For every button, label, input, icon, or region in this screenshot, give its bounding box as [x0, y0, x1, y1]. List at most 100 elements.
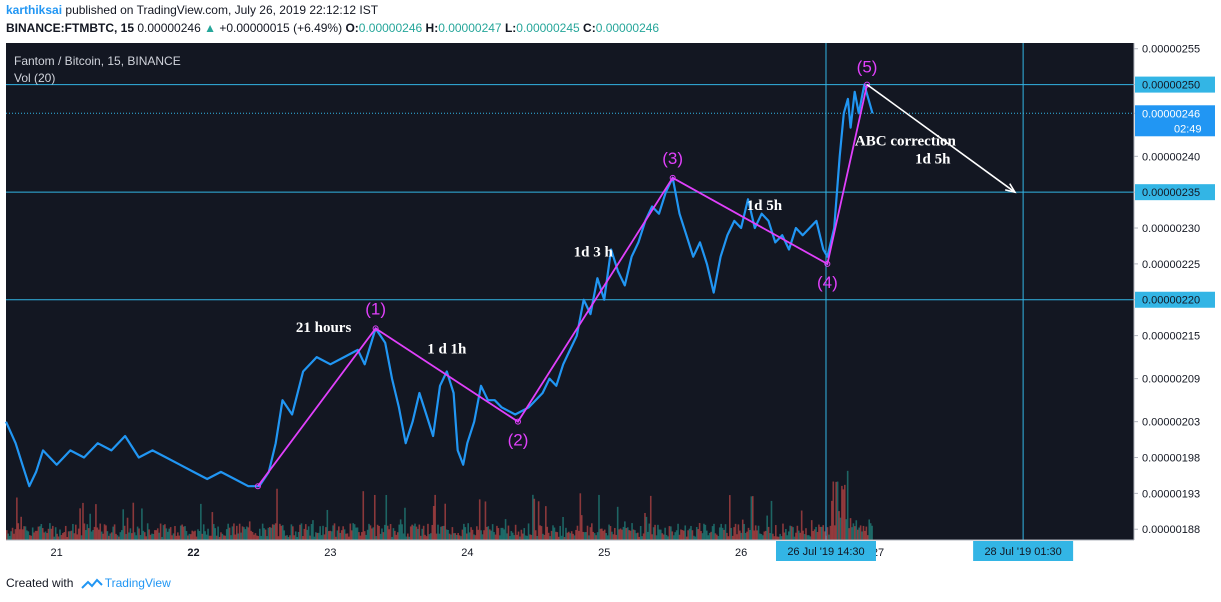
volume-bar [483, 530, 485, 540]
volume-bar [251, 531, 254, 540]
volume-bar [200, 503, 202, 540]
volume-bar [329, 530, 332, 540]
volume-bar [120, 530, 123, 540]
volume-indicator-label: Vol (20) [14, 71, 55, 85]
wave-point[interactable] [514, 418, 521, 425]
volume-bar [352, 523, 355, 540]
volume-bar [777, 536, 780, 540]
volume-bar [858, 527, 860, 540]
volume-bar [123, 525, 126, 540]
volume-bar [303, 528, 306, 540]
volume-bar [806, 535, 809, 540]
volume-bar [599, 528, 602, 540]
volume-bar [450, 534, 452, 540]
volume-bar [102, 533, 104, 540]
wave-point[interactable] [372, 325, 379, 332]
volume-bar [691, 530, 694, 540]
volume-bar [730, 527, 733, 540]
volume-bar [739, 530, 741, 540]
symbol-label: BINANCE:FTMBTC, 15 [6, 21, 134, 35]
x-tick-label: 22 [187, 547, 199, 559]
volume-bar [361, 532, 363, 540]
wave-label: (2) [508, 431, 529, 450]
volume-bar [786, 535, 789, 540]
volume-bar [534, 530, 537, 540]
volume-bar [670, 526, 672, 540]
elliott-wave-line[interactable] [257, 84, 868, 487]
volume-bar [310, 523, 313, 540]
volume-bar [555, 531, 557, 540]
volume-bar [530, 534, 533, 540]
volume-bar [473, 534, 475, 540]
volume-bar [849, 518, 852, 540]
volume-bar [359, 535, 362, 540]
wave-point[interactable] [254, 483, 261, 490]
volume-bar [802, 530, 804, 540]
wave-label: (1) [365, 299, 386, 318]
volume-bar [202, 524, 205, 540]
volume-bar [861, 531, 863, 540]
volume-bar [172, 533, 175, 540]
volume-bar [340, 530, 343, 540]
price-chart[interactable]: (1) (2) (3) (4) (5) 21 hours 1 d 1h 1d 3 h 1d 5… [0, 0, 1221, 570]
correction-arrow-line[interactable] [866, 83, 1016, 193]
volume-bar [419, 535, 422, 540]
volume-bar [710, 531, 712, 540]
volume-bar [826, 527, 829, 540]
volume-bar [14, 529, 17, 540]
x-axis-panel[interactable] [6, 540, 1134, 562]
volume-bar [754, 525, 757, 540]
volume-bar [570, 531, 573, 540]
volume-bar [192, 531, 195, 540]
volume-bar [254, 533, 257, 540]
volume-bar [13, 533, 15, 540]
volume-bar [504, 519, 507, 540]
volume-bar [463, 523, 465, 540]
volume-bar [271, 524, 274, 540]
volume-bar [579, 493, 582, 540]
volume-bar [819, 526, 822, 540]
chart-plot-area[interactable] [6, 43, 1134, 540]
wave-point[interactable] [824, 260, 831, 267]
volume-bar [856, 529, 859, 540]
y-tick-label: 0.00000240 [1142, 151, 1200, 163]
volume-bar [533, 498, 536, 540]
volume-bar [680, 529, 682, 540]
volume-bar [51, 525, 54, 540]
volume-bar [615, 534, 618, 540]
volume-bar [320, 535, 323, 540]
wave-point[interactable] [669, 174, 676, 181]
volume-bar [454, 533, 457, 540]
tradingview-link[interactable]: TradingView [104, 576, 171, 590]
volume-bar [445, 529, 448, 540]
volume-bar [217, 526, 219, 540]
volume-bar [96, 527, 99, 540]
volume-bar [800, 510, 803, 540]
volume-bar [789, 525, 791, 540]
volume-bar [358, 532, 360, 540]
volume-bar [743, 524, 745, 540]
volume-bar [135, 535, 137, 540]
volume-bar [596, 532, 599, 540]
volume-bar [187, 535, 189, 540]
volume-bar [289, 535, 291, 540]
volume-bar [572, 533, 574, 540]
volume-bar [803, 534, 806, 540]
volume-bar [263, 528, 265, 540]
volume-bar [799, 532, 802, 540]
volume-bar [690, 525, 692, 540]
volume-bar [240, 532, 242, 540]
volume-bar [589, 527, 592, 540]
volume-bar [152, 533, 155, 540]
volume-bar [749, 529, 751, 540]
volume-bar [497, 528, 500, 540]
volume-bar [66, 536, 68, 540]
volume-bar [141, 508, 143, 540]
volume-bar [756, 530, 758, 540]
volume-bar [493, 532, 495, 540]
volume-bar [258, 528, 261, 540]
author-link[interactable]: karthiksai [6, 3, 63, 17]
volume-bar [154, 530, 156, 540]
volume-bar [639, 525, 642, 540]
wave-point[interactable] [864, 81, 871, 88]
